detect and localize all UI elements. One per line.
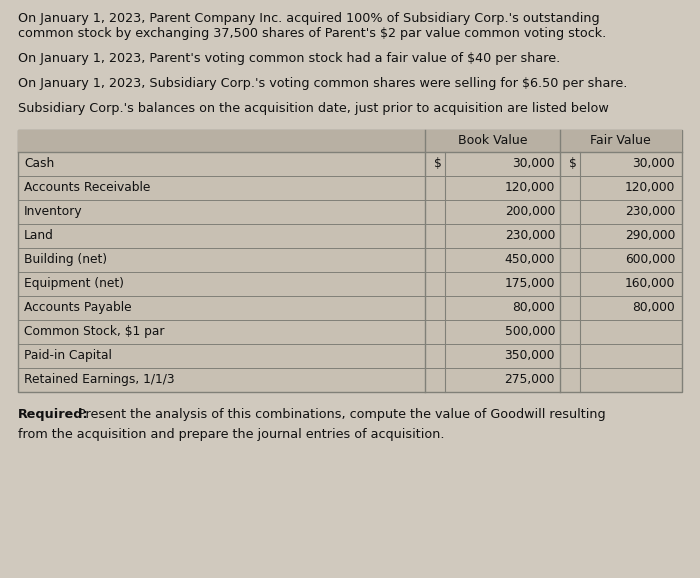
Text: On January 1, 2023, Parent's voting common stock had a fair value of $40 per sha: On January 1, 2023, Parent's voting comm…	[18, 52, 560, 65]
Text: Book Value: Book Value	[458, 134, 527, 147]
Text: 30,000: 30,000	[512, 157, 555, 171]
Text: common stock by exchanging 37,500 shares of Parent's $2 par value common voting : common stock by exchanging 37,500 shares…	[18, 28, 606, 40]
Text: 230,000: 230,000	[624, 205, 675, 218]
Text: 160,000: 160,000	[624, 277, 675, 290]
Text: Building (net): Building (net)	[24, 253, 107, 266]
Text: Cash: Cash	[24, 157, 55, 171]
Bar	[18, 130, 682, 152]
Text: 200,000: 200,000	[505, 205, 555, 218]
Text: On January 1, 2023, Parent Company Inc. acquired 100% of Subsidiary Corp.'s outs: On January 1, 2023, Parent Company Inc. …	[18, 12, 600, 25]
Bar	[18, 130, 682, 392]
Text: 500,000: 500,000	[505, 325, 555, 338]
Text: Land: Land	[24, 229, 54, 242]
Text: 30,000: 30,000	[632, 157, 675, 171]
Text: 80,000: 80,000	[512, 301, 555, 314]
Text: Common Stock, $1 par: Common Stock, $1 par	[24, 325, 164, 338]
Text: Accounts Payable: Accounts Payable	[24, 301, 132, 314]
Text: $: $	[569, 157, 577, 171]
Text: 450,000: 450,000	[505, 253, 555, 266]
Text: Required:: Required:	[18, 408, 89, 421]
Text: On January 1, 2023, Subsidiary Corp.'s voting common shares were selling for $6.: On January 1, 2023, Subsidiary Corp.'s v…	[18, 77, 627, 90]
Text: Present the analysis of this combinations, compute the value of Goodwill resulti: Present the analysis of this combination…	[74, 408, 606, 421]
Text: 230,000: 230,000	[505, 229, 555, 242]
Text: 120,000: 120,000	[505, 181, 555, 194]
Text: Retained Earnings, 1/1/3: Retained Earnings, 1/1/3	[24, 373, 174, 386]
Text: 350,000: 350,000	[505, 349, 555, 362]
Text: 120,000: 120,000	[624, 181, 675, 194]
Text: 290,000: 290,000	[624, 229, 675, 242]
Text: $: $	[434, 157, 442, 171]
Text: Inventory: Inventory	[24, 205, 83, 218]
Text: Accounts Receivable: Accounts Receivable	[24, 181, 150, 194]
Text: 175,000: 175,000	[505, 277, 555, 290]
Text: 600,000: 600,000	[624, 253, 675, 266]
Text: Subsidiary Corp.'s balances on the acquisition date, just prior to acquisition a: Subsidiary Corp.'s balances on the acqui…	[18, 102, 609, 115]
Text: Fair Value: Fair Value	[589, 134, 650, 147]
Text: from the acquisition and prepare the journal entries of acquisition.: from the acquisition and prepare the jou…	[18, 428, 444, 441]
Text: Paid-in Capital: Paid-in Capital	[24, 349, 112, 362]
Text: 275,000: 275,000	[505, 373, 555, 386]
Text: Equipment (net): Equipment (net)	[24, 277, 124, 290]
Text: 80,000: 80,000	[632, 301, 675, 314]
